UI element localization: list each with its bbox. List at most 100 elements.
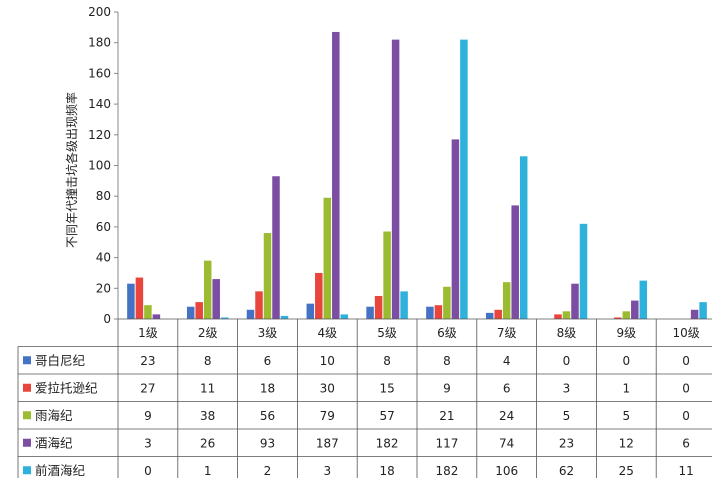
bar [332,31,340,320]
y-tick-label: 120 [88,128,111,142]
bar [255,291,263,319]
bar [263,233,272,319]
bar [374,295,383,319]
bar [639,280,648,319]
x-tick-label: 6级 [437,326,457,340]
bar [400,291,408,319]
bar [494,309,502,319]
bar [323,197,332,319]
bar [690,309,699,319]
data-label: 0 [682,381,690,395]
x-tick-label: 2级 [198,326,218,340]
data-label: 0 [622,354,630,368]
bar [212,279,220,319]
bar [571,283,579,319]
data-label: 0 [682,409,690,423]
bar [315,272,323,319]
x-tick-label: 4级 [317,326,337,340]
bar [579,223,588,319]
bar [554,314,562,319]
data-label: 12 [619,436,634,450]
data-label: 93 [260,436,275,450]
data-label: 8 [383,354,391,368]
bar [631,300,639,319]
data-label: 5 [563,409,571,423]
data-label: 0 [563,354,571,368]
bar [562,311,571,319]
data-label: 4 [503,354,511,368]
bar [135,277,144,319]
bar [614,317,622,319]
bar [511,205,519,319]
bar [195,302,203,319]
bar [443,286,451,319]
data-label: 182 [376,436,399,450]
bar [391,39,400,319]
bar [340,314,349,319]
y-tick-label: 20 [96,281,111,295]
data-label: 21 [439,409,454,423]
y-tick-label: 140 [88,97,111,111]
bar [306,303,315,319]
data-label: 57 [379,409,394,423]
data-label: 24 [499,409,514,423]
data-label: 62 [559,464,574,478]
data-label: 0 [144,464,152,478]
data-label: 38 [200,409,215,423]
data-label: 23 [559,436,574,450]
x-tick-label: 9级 [616,326,636,340]
bar [272,176,280,319]
data-label: 26 [200,436,215,450]
data-label: 117 [435,436,458,450]
bar [622,311,631,319]
bar [383,231,391,319]
data-label: 9 [443,381,451,395]
data-label: 5 [622,409,630,423]
y-axis: 0 20 40 60 80 100 120 140 160 180 200 [88,5,119,326]
data-label: 11 [678,464,693,478]
data-label: 27 [140,381,155,395]
y-tick-label: 200 [88,5,111,19]
y-tick-label: 180 [88,36,111,50]
y-tick-label: 160 [88,66,111,80]
data-label: 106 [495,464,518,478]
bar [203,260,212,319]
x-tick-label: 8级 [557,326,577,340]
data-label: 18 [260,381,275,395]
data-label: 23 [140,354,155,368]
bar [451,139,460,319]
x-tick-label: 5级 [377,326,397,340]
x-tick-label: 10级 [672,326,699,340]
bar [699,302,707,319]
data-label: 9 [144,409,152,423]
legend-label: 前酒海纪 [35,463,86,478]
bar [434,305,443,319]
x-tick-label: 7级 [497,326,517,340]
legend-swatch [23,466,31,475]
legend-label: 酒海纪 [35,435,73,450]
legend-swatch [23,438,31,447]
bar [460,39,468,319]
data-label: 79 [320,409,335,423]
data-label: 11 [200,381,215,395]
x-tick-label: 1级 [138,326,158,340]
bar [220,317,229,319]
bar [186,306,195,319]
data-label: 25 [619,464,634,478]
legend-swatch [23,383,31,392]
data-label: 8 [204,354,212,368]
data-label: 6 [682,436,690,450]
bar [127,283,135,319]
data-label: 0 [682,354,690,368]
plot-area [127,31,707,320]
y-tick-label: 40 [96,251,111,265]
data-label: 187 [316,436,339,450]
y-tick-label: 60 [96,220,111,234]
data-label: 15 [379,381,394,395]
data-label: 6 [264,354,272,368]
y-tick-label: 80 [96,189,111,203]
data-label: 1 [204,464,212,478]
bar [246,309,255,319]
